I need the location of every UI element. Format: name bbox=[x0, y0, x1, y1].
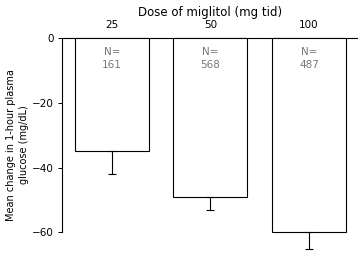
Text: N=
487: N= 487 bbox=[299, 47, 319, 70]
Text: N=
568: N= 568 bbox=[201, 47, 220, 70]
Bar bbox=[272, 37, 346, 233]
X-axis label: Dose of miglitol (mg tid): Dose of miglitol (mg tid) bbox=[138, 6, 282, 18]
Bar bbox=[173, 37, 248, 197]
Text: N=
161: N= 161 bbox=[102, 47, 122, 70]
Y-axis label: Mean change in 1-hour plasma
glucose (mg/dL): Mean change in 1-hour plasma glucose (mg… bbox=[5, 69, 29, 221]
Bar bbox=[75, 37, 149, 151]
